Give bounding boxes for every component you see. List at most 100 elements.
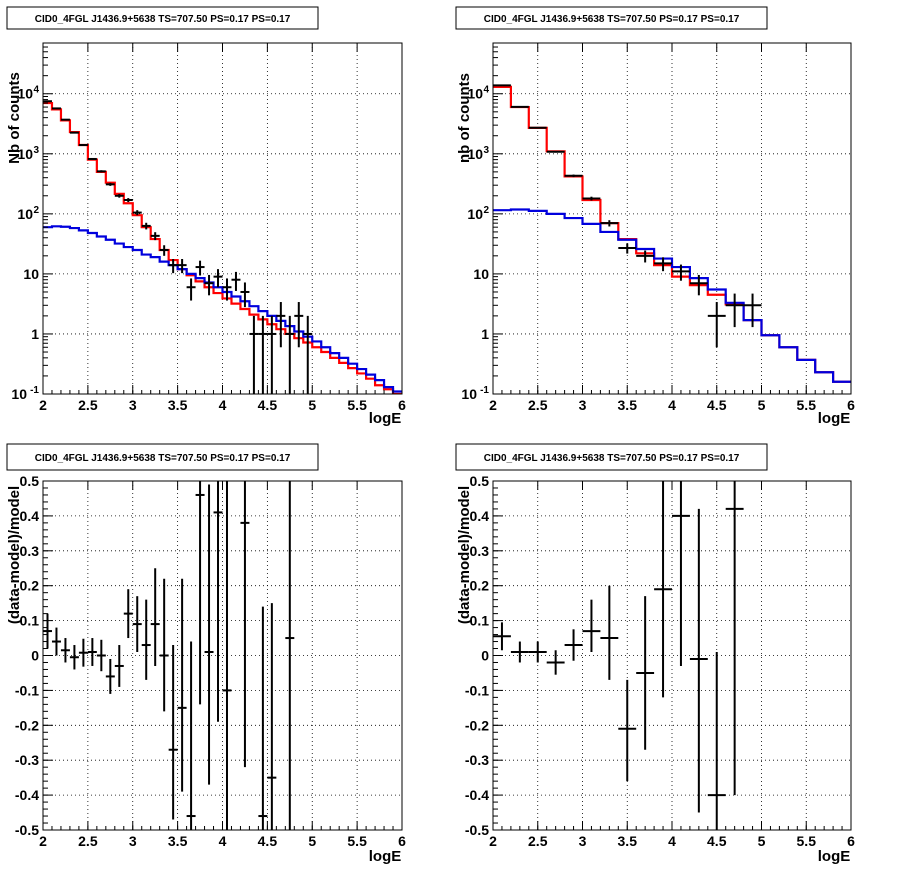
data-point (222, 278, 232, 301)
x-tick-label: 5.5 (797, 833, 817, 849)
chart-title: CID0_4FGL J1436.9+5638 TS=707.50 PS=0.17… (35, 14, 291, 25)
y-axis-title: (data-model)/model (456, 486, 473, 624)
y-tick-label: 0 (481, 648, 489, 664)
data-point (204, 484, 214, 785)
x-tick-label: 4 (668, 397, 676, 413)
y-tick-label: -0.1 (15, 682, 39, 698)
data-point (96, 170, 106, 173)
data-point (654, 481, 672, 698)
x-tick-label: 6 (398, 833, 406, 849)
data-point (195, 481, 205, 705)
x-tick-label: 3.5 (618, 833, 638, 849)
data-point (528, 126, 547, 129)
data-point (141, 599, 151, 680)
data-point (114, 645, 124, 687)
data-point (168, 645, 178, 820)
data-point (123, 589, 133, 639)
x-tick-label: 4.5 (258, 833, 278, 849)
y-tick-exponent: 4 (33, 85, 39, 96)
data-point (51, 627, 61, 656)
data-point (249, 315, 259, 394)
y-tick-label: 0.4 (20, 508, 40, 524)
data-point (258, 606, 268, 830)
data-point (600, 220, 619, 227)
data-point (141, 222, 151, 230)
data-point (177, 578, 187, 792)
data-point (493, 622, 511, 651)
data-point (87, 638, 97, 666)
data-point (510, 641, 529, 663)
x-tick-label: 5 (758, 833, 766, 849)
y-tick-label: -0.4 (15, 787, 39, 803)
chart-title-box (455, 6, 768, 30)
data-point (69, 645, 79, 670)
data-point (69, 131, 79, 134)
data-point (87, 157, 97, 160)
data-point (546, 650, 565, 675)
grid (493, 43, 851, 394)
chart-title-box (6, 6, 319, 30)
data-point (276, 302, 286, 348)
x-tick-label: 3 (129, 833, 137, 849)
y-tick-label: 1 (481, 326, 489, 342)
chart-panel-4: 2 2.5 3 3.5 4 4.5 5 5.5 6 -0.5 -0.4 -0.3 -0.2 -0.1 0 0.… (455, 443, 855, 865)
x-axis-title: logE (369, 410, 402, 427)
y-axis-title: Nb of counts (6, 72, 23, 164)
y-tick-label: 0.2 (20, 578, 40, 594)
data-point (132, 596, 142, 653)
y-tick-exponent: 3 (33, 145, 39, 156)
data-point (267, 315, 277, 394)
plot-area (43, 100, 402, 394)
data-point (636, 596, 655, 750)
data-point (600, 585, 619, 680)
data-point (240, 481, 250, 768)
data-point (285, 481, 295, 830)
x-tick-label: 6 (847, 397, 855, 413)
model-step-line-1 (43, 101, 402, 394)
y-tick-label: 10 (23, 266, 39, 282)
y-tick-label: 1 (31, 326, 39, 342)
data-point (177, 259, 187, 274)
x-tick-label: 6 (847, 833, 855, 849)
data-point (564, 629, 583, 661)
x-tick-label: 5.5 (347, 397, 367, 413)
data-point (707, 302, 726, 348)
x-tick-label: 4 (219, 397, 227, 413)
data-point (213, 269, 223, 288)
y-tick-label: 0.5 (20, 473, 40, 489)
y-tick-exponent: 2 (483, 205, 489, 216)
data-point (150, 232, 160, 241)
x-axis-title: logE (369, 848, 402, 865)
x-tick-label: 3.5 (168, 397, 188, 413)
x-tick-label: 2 (39, 833, 47, 849)
y-tick-exponent: -1 (480, 385, 489, 396)
data-point (213, 481, 223, 722)
plot-area (493, 84, 851, 383)
chart-title: CID0_4FGL J1436.9+5638 TS=707.50 PS=0.17… (484, 453, 740, 464)
x-tick-label: 6 (398, 397, 406, 413)
y-tick-label: 10 (467, 86, 483, 102)
y-tick-label: 0.4 (470, 508, 490, 524)
x-tick-label: 4 (219, 833, 227, 849)
y-tick-label: -0.2 (465, 717, 489, 733)
y-tick-label: 0.1 (20, 613, 40, 629)
x-tick-label: 4.5 (707, 833, 727, 849)
data-point (78, 144, 88, 147)
data-point (186, 641, 196, 830)
y-tick-exponent: 4 (483, 85, 489, 96)
x-tick-label: 3.5 (618, 397, 638, 413)
model-step-line-2 (43, 225, 402, 393)
data-point (159, 245, 169, 256)
data-point (105, 182, 115, 186)
x-tick-label: 5 (308, 397, 316, 413)
x-tick-label: 2 (489, 397, 497, 413)
y-tick-label: -0.4 (465, 787, 489, 803)
chart-title: CID0_4FGL J1436.9+5638 TS=707.50 PS=0.17… (484, 14, 740, 25)
x-tick-label: 3 (129, 397, 137, 413)
y-tick-exponent: 3 (483, 145, 489, 156)
x-tick-label: 2.5 (78, 397, 98, 413)
y-tick-label: -0.3 (15, 752, 39, 768)
y-tick-label: -0.5 (465, 822, 489, 838)
y-tick-label: 10 (461, 386, 477, 402)
